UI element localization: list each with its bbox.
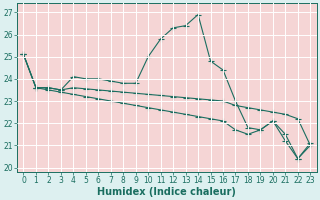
X-axis label: Humidex (Indice chaleur): Humidex (Indice chaleur) — [98, 187, 236, 197]
